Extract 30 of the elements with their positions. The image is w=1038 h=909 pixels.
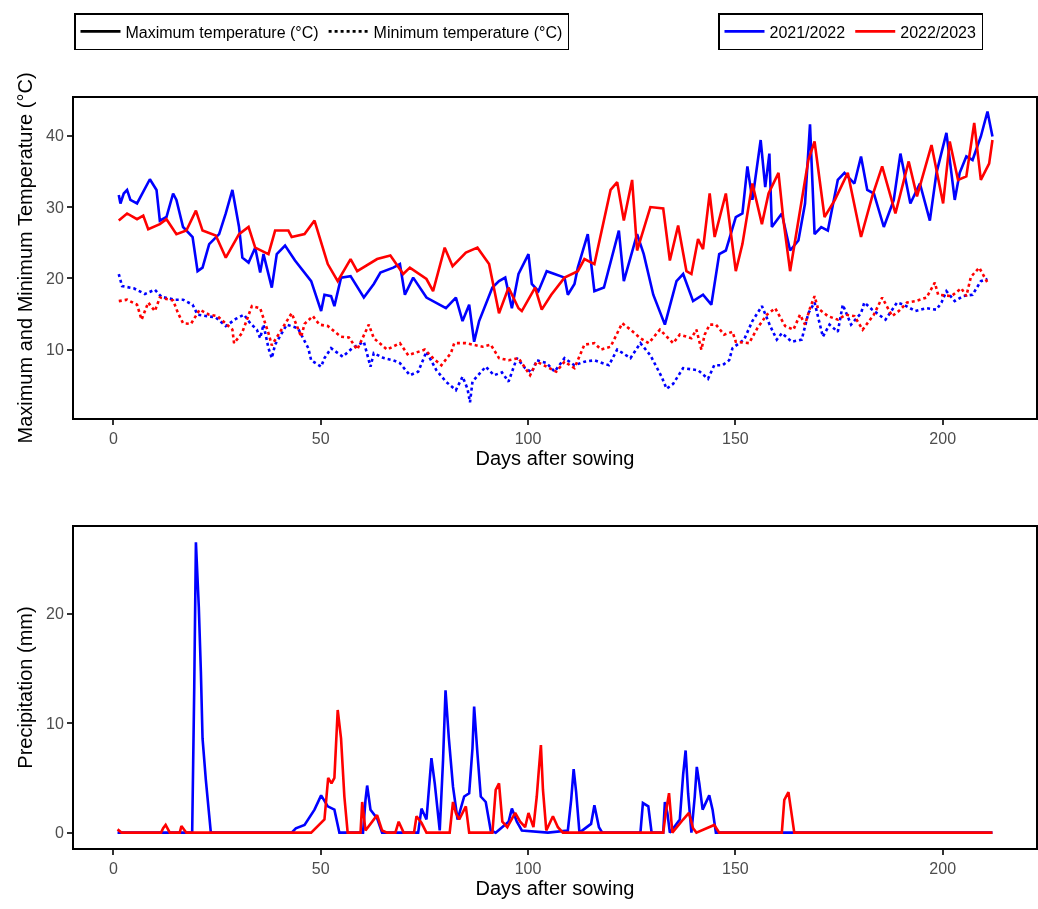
text: Minimum temperature (°C) [373, 23, 563, 41]
x-tick-label: 0 [108, 430, 118, 448]
y-axis-title: Precipitation (mm) [14, 606, 36, 769]
y-tick-label: 40 [46, 127, 64, 145]
x-axis-title: Days after sowing [475, 877, 635, 900]
y-tick-label: 20 [46, 269, 64, 287]
line-series [117, 121, 994, 315]
x-tick-label: 150 [722, 430, 749, 448]
x-tick-label: 50 [311, 430, 330, 448]
x-tick-label: 50 [311, 860, 330, 878]
line-series [117, 110, 994, 344]
y-tick-label: 0 [54, 824, 64, 842]
y-tick-label: 30 [46, 198, 64, 216]
y-tick-label: 10 [46, 714, 64, 732]
x-tick-label: 150 [722, 860, 749, 878]
line-series [117, 266, 989, 377]
x-tick-label: 200 [929, 860, 957, 878]
x-tick-label: 100 [514, 430, 542, 448]
text: Maximum temperature (°C) [125, 23, 319, 41]
line-series [116, 708, 994, 834]
y-axis-title: Maximum and Minimum Temperature (°C) [14, 72, 36, 444]
legend-label: 2021/2022 [769, 23, 846, 41]
x-axis-title: Days after sowing [475, 447, 635, 470]
line-series [117, 272, 989, 404]
y-tick-label: 10 [46, 341, 64, 359]
x-tick-label: 200 [929, 430, 957, 448]
legend-label: 2022/2023 [900, 23, 976, 41]
x-tick-label: 0 [108, 860, 118, 878]
y-tick-label: 20 [46, 605, 64, 623]
x-tick-label: 100 [514, 860, 542, 878]
